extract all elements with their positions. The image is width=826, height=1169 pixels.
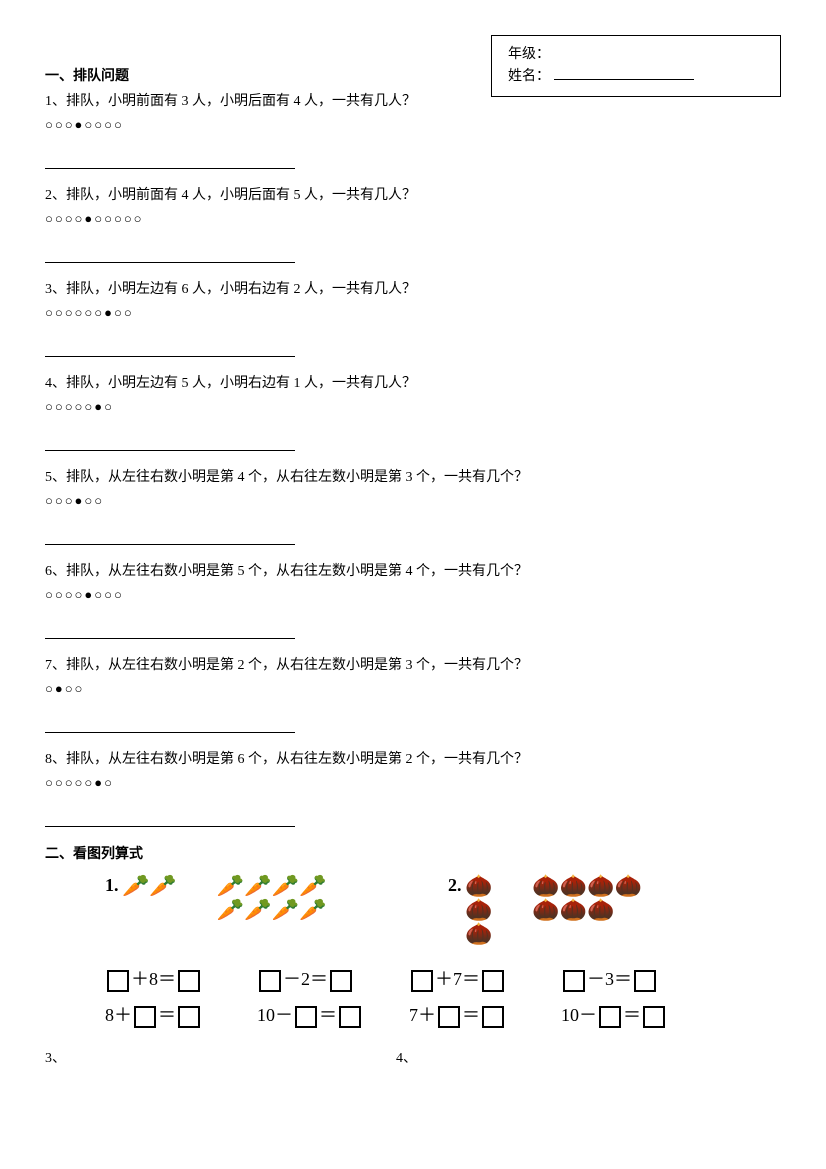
answer-box[interactable] [563, 970, 585, 992]
question-7: 7、排队，从左往右数小明是第 2 个，从右往左数小明是第 3 个，一共有几个？ ○… [45, 655, 781, 733]
answer-line[interactable] [45, 341, 295, 357]
question-8: 8、排队，从左往右数小明是第 6 个，从右往左数小明是第 2 个，一共有几个？ ○… [45, 749, 781, 827]
question-text: 8、排队，从左往右数小明是第 6 个，从右往左数小明是第 2 个，一共有几个？ [45, 749, 781, 771]
eq-1b: 8＋＝ [105, 1001, 257, 1029]
section2: 二、看图列算式 1. 🥕🥕 🥕🥕🥕🥕 🥕🥕🥕🥕 2. [45, 843, 781, 1067]
eq-4a: －3＝ [561, 965, 713, 993]
question-6: 6、排队，从左往右数小明是第 5 个，从右往左数小明是第 4 个，一共有几个？ ○… [45, 561, 781, 639]
picture-row: 1. 🥕🥕 🥕🥕🥕🥕 🥕🥕🥕🥕 2. 🌰 🌰 [105, 875, 781, 947]
pic-label-2: 2. [448, 875, 462, 896]
chestnut-left: 🌰 🌰 🌰 [465, 875, 492, 947]
grade-label: 年级： [508, 47, 550, 62]
chestnut-icon: 🌰 [465, 923, 492, 945]
answer-box[interactable] [134, 1006, 156, 1028]
carrot-right: 🥕🥕🥕🥕 🥕🥕🥕🥕 [217, 875, 327, 923]
answer-line[interactable] [45, 247, 295, 263]
carrot-icon: 🥕🥕🥕🥕 [217, 875, 327, 897]
circles-diagram: ○●○○ [45, 681, 781, 697]
circles-diagram: ○○○●○○○○ [45, 117, 781, 133]
questions-container: 1、排队，小明前面有 3 人，小明后面有 4 人，一共有几人？○○○●○○○○ 2… [45, 91, 781, 827]
pic-group-2: 2. 🌰 🌰 🌰 🌰🌰🌰🌰 🌰🌰🌰 [448, 875, 781, 947]
eq-2b: 10－＝ [257, 1001, 409, 1029]
circles-diagram: ○○○○○●○ [45, 399, 781, 415]
eq-col-3: ＋7＝ 7＋＝ [409, 957, 561, 1029]
main-content: 一、排队问题 1、排队，小明前面有 3 人，小明后面有 4 人，一共有几人？○○… [45, 65, 781, 1067]
eq-2a: －2＝ [257, 965, 409, 993]
question-3: 3、排队，小明左边有 6 人，小明右边有 2 人，一共有几人？ ○○○○○○●○○ [45, 279, 781, 357]
answer-box[interactable] [634, 970, 656, 992]
carrot-icon: 🥕🥕🥕🥕 [217, 899, 327, 921]
eq-col-4: －3＝ 10－＝ [561, 957, 713, 1029]
student-info-box: 年级： 姓名： [491, 35, 781, 97]
circles-diagram: ○○○○●○○○○○ [45, 211, 781, 227]
circles-diagram: ○○○○○○●○○ [45, 305, 781, 321]
chestnut-right: 🌰🌰🌰🌰 🌰🌰🌰 [532, 875, 642, 947]
eq-1a: ＋8＝ [105, 965, 257, 993]
question-5: 5、排队，从左往右数小明是第 4 个，从右往左数小明是第 3 个，一共有几个？ ○… [45, 467, 781, 545]
carrot-left: 🥕🥕 [122, 875, 177, 923]
answer-box[interactable] [330, 970, 352, 992]
answer-box[interactable] [259, 970, 281, 992]
section2-title: 二、看图列算式 [45, 843, 781, 863]
eq-col-1: ＋8＝ 8＋＝ [105, 957, 257, 1029]
footer-4: 4、 [396, 1047, 417, 1067]
answer-box[interactable] [599, 1006, 621, 1028]
grade-row: 年级： [508, 44, 764, 66]
answer-box[interactable] [438, 1006, 460, 1028]
answer-line[interactable] [45, 529, 295, 545]
answer-box[interactable] [339, 1006, 361, 1028]
answer-box[interactable] [107, 970, 129, 992]
answer-box[interactable] [178, 1006, 200, 1028]
eq-4b: 10－＝ [561, 1001, 713, 1029]
eq-3b: 7＋＝ [409, 1001, 561, 1029]
answer-line[interactable] [45, 717, 295, 733]
answer-line[interactable] [45, 435, 295, 451]
answer-box[interactable] [411, 970, 433, 992]
question-text: 2、排队，小明前面有 4 人，小明后面有 5 人，一共有几人？ [45, 185, 781, 207]
question-text: 5、排队，从左往右数小明是第 4 个，从右往左数小明是第 3 个，一共有几个？ [45, 467, 781, 489]
answer-box[interactable] [295, 1006, 317, 1028]
question-1: 1、排队，小明前面有 3 人，小明后面有 4 人，一共有几人？○○○●○○○○ [45, 91, 781, 169]
question-text: 4、排队，小明左边有 5 人，小明右边有 1 人，一共有几人？ [45, 373, 781, 395]
name-row: 姓名： [508, 66, 764, 88]
eq-col-2: －2＝ 10－＝ [257, 957, 409, 1029]
answer-line[interactable] [45, 623, 295, 639]
answer-box[interactable] [178, 970, 200, 992]
pic-group-1: 1. 🥕🥕 🥕🥕🥕🥕 🥕🥕🥕🥕 [105, 875, 438, 947]
footer-numbers: 3、 4、 [45, 1047, 781, 1067]
name-label: 姓名： [508, 69, 550, 84]
question-text: 6、排队，从左往右数小明是第 5 个，从右往左数小明是第 4 个，一共有几个？ [45, 561, 781, 583]
question-2: 2、排队，小明前面有 4 人，小明后面有 5 人，一共有几人？ ○○○○●○○○○… [45, 185, 781, 263]
chestnut-icon: 🌰 [465, 899, 492, 921]
eq-3a: ＋7＝ [409, 965, 561, 993]
circles-diagram: ○○○○●○○○ [45, 587, 781, 603]
answer-line[interactable] [45, 153, 295, 169]
footer-3: 3、 [45, 1047, 66, 1067]
equations-row: ＋8＝ 8＋＝ －2＝ 10－＝ ＋7＝ 7＋＝ －3＝ 10－＝ [105, 957, 781, 1029]
question-text: 3、排队，小明左边有 6 人，小明右边有 2 人，一共有几人？ [45, 279, 781, 301]
question-4: 4、排队，小明左边有 5 人，小明右边有 1 人，一共有几人？ ○○○○○●○ [45, 373, 781, 451]
question-text: 7、排队，从左往右数小明是第 2 个，从右往左数小明是第 3 个，一共有几个？ [45, 655, 781, 677]
name-underline[interactable] [554, 79, 694, 80]
carrot-icon: 🥕🥕 [122, 875, 177, 897]
circles-diagram: ○○○●○○ [45, 493, 781, 509]
chestnut-icon: 🌰🌰🌰 [532, 899, 614, 921]
circles-diagram: ○○○○○●○ [45, 775, 781, 791]
answer-box[interactable] [643, 1006, 665, 1028]
answer-line[interactable] [45, 811, 295, 827]
chestnut-icon: 🌰 [465, 875, 492, 897]
chestnut-icon: 🌰🌰🌰🌰 [532, 875, 642, 897]
answer-box[interactable] [482, 970, 504, 992]
answer-box[interactable] [482, 1006, 504, 1028]
pic-label-1: 1. [105, 875, 119, 896]
